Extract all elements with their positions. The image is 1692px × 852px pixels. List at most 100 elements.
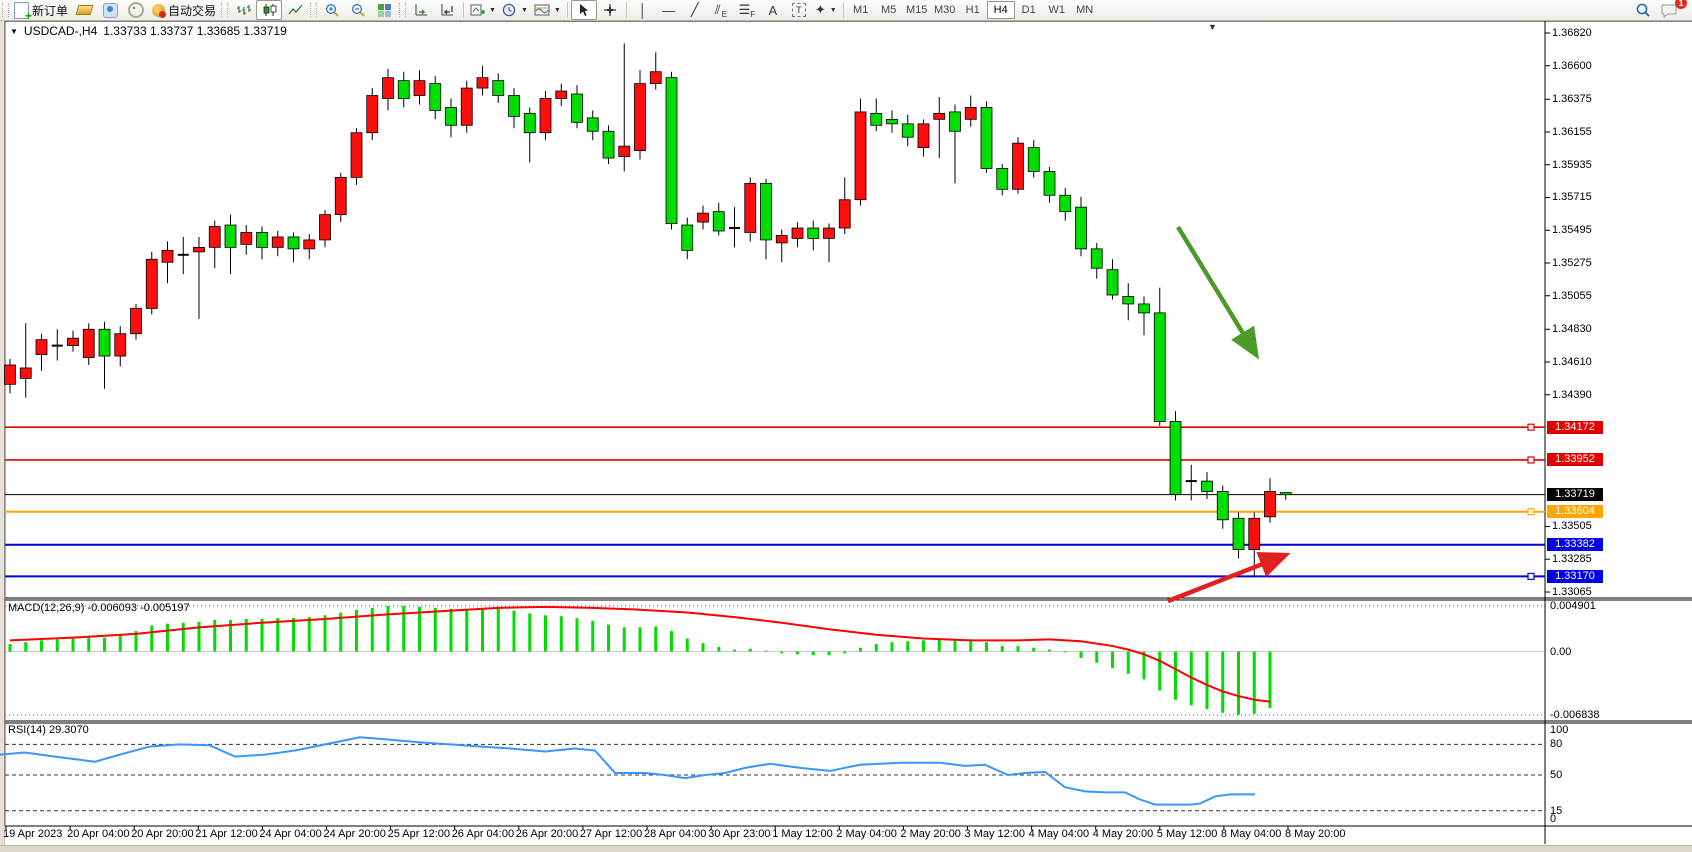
price-axis-tick: 1.35055	[1552, 289, 1592, 302]
template-button[interactable]: ▼	[531, 0, 564, 20]
time-axis-label: 4 May 04:00	[1028, 828, 1090, 840]
chart-symbol-title: USDCAD-,H4	[23, 24, 98, 38]
auto-scroll-button[interactable]	[408, 0, 434, 20]
timeframe-button-m5[interactable]: M5	[881, 4, 897, 16]
zoom-out-button[interactable]	[345, 0, 371, 20]
toolbar-grip[interactable]	[2, 3, 9, 17]
timeframe-button-m1[interactable]: M1	[853, 4, 869, 16]
auto-trading-label: 自动交易	[168, 3, 217, 18]
fibonacci-tool-button[interactable]: ☰ F	[734, 0, 760, 20]
auto-trading-button[interactable]: 自动交易	[149, 0, 219, 20]
line-chart-button[interactable]	[282, 0, 308, 20]
time-axis-label: 2 May 20:00	[900, 828, 961, 840]
price-line-label: 1.33170	[1547, 569, 1603, 583]
dropdown-caret-icon: ▼	[489, 6, 496, 14]
chart-shift-button[interactable]	[434, 0, 460, 20]
text-label-tool-button[interactable]: T	[786, 0, 812, 20]
time-axis-label: 3 May 12:00	[964, 828, 1026, 840]
time-axis-label: 26 Apr 04:00	[451, 828, 515, 840]
price-axis-tick: 1.35935	[1552, 158, 1592, 171]
signal-icon	[128, 2, 145, 18]
new-order-label: 新订单	[32, 3, 69, 18]
time-axis-label: 26 Apr 20:00	[515, 828, 579, 840]
rsi-axis-tick: 100	[1550, 724, 1569, 736]
gold-ingot-icon	[74, 5, 94, 15]
price-axis-tick: 1.35495	[1552, 224, 1592, 237]
time-axis-label: 19 Apr 2023	[3, 828, 63, 840]
price-chart-canvas[interactable]	[0, 21, 1692, 851]
price-line-label: 1.33719	[1547, 488, 1603, 502]
crosshair-icon	[603, 4, 616, 16]
search-button[interactable]	[1630, 0, 1656, 20]
crosshair-tool-button[interactable]	[597, 0, 623, 20]
window-bottom-strip	[0, 845, 1692, 852]
chart-ohlc-values: 1.33733 1.33737 1.33685 1.33719	[103, 24, 287, 38]
price-axis-tick: 1.33505	[1552, 520, 1592, 533]
zoom-out-icon	[351, 3, 365, 17]
time-axis-label: 30 Apr 23:00	[708, 828, 771, 840]
timeframe-button-m15[interactable]: M15	[905, 4, 928, 16]
horizontal-line-tool-button[interactable]: —	[656, 0, 682, 20]
macd-axis-tick: 0.004901	[1550, 599, 1596, 612]
bar-chart-button[interactable]	[230, 0, 256, 20]
rsi-axis-tick: 0	[1550, 813, 1557, 825]
cursor-icon	[580, 4, 589, 16]
fibonacci-icon: ☰	[738, 2, 751, 17]
vertical-line-icon: │	[638, 2, 647, 18]
timeframe-button-mn[interactable]: MN	[1076, 4, 1094, 16]
timeframe-button-d1[interactable]: D1	[1021, 4, 1036, 16]
rsi-axis-tick: 80	[1550, 738, 1563, 751]
price-axis-tick: 1.33285	[1552, 553, 1592, 566]
timeframe-button-h4[interactable]: H4	[986, 1, 1015, 19]
equidistant-channel-tool-button[interactable]: ⫽ E	[708, 0, 734, 20]
price-line-label: 1.33382	[1547, 538, 1603, 552]
vertical-line-tool-button[interactable]: │	[630, 0, 656, 20]
rsi-axis-tick: 15	[1550, 804, 1563, 817]
cursor-tool-button[interactable]	[570, 0, 597, 20]
price-axis-tick: 1.36820	[1552, 27, 1592, 39]
profile-button[interactable]	[97, 0, 123, 20]
price-axis-tick: 1.34390	[1552, 388, 1592, 401]
rsi-axis-tick: 50	[1550, 769, 1563, 781]
chart-shift-marker-icon[interactable]: ▼	[1208, 22, 1217, 32]
add-indicator-button[interactable]: ▼	[467, 0, 499, 20]
timeframe-button-h1[interactable]: H1	[965, 4, 980, 16]
time-axis-label: 27 Apr 12:00	[579, 828, 643, 840]
time-axis-label: 21 Apr 12:00	[195, 828, 258, 840]
toolbar-grip[interactable]	[221, 3, 229, 17]
new-order-icon	[14, 1, 32, 23]
period-button[interactable]: ▼	[499, 0, 531, 20]
chart-title: ▼ USDCAD-,H4 1.33733 1.33737 1.33685 1.3…	[10, 24, 287, 38]
tile-windows-button[interactable]	[371, 0, 397, 20]
chart-window: ▼ USDCAD-,H4 1.33733 1.33737 1.33685 1.3…	[0, 21, 1692, 852]
notifications-button[interactable]: 1	[1656, 0, 1687, 20]
time-axis-label: 20 Apr 20:00	[131, 828, 194, 840]
timeframe-button-m30[interactable]: M30	[933, 4, 956, 16]
zoom-in-button[interactable]	[319, 0, 345, 20]
chart-title-caret-icon[interactable]: ▼	[10, 26, 18, 36]
time-axis-label: 1 May 12:00	[772, 828, 833, 840]
price-line-label: 1.34172	[1547, 420, 1603, 434]
arrows-icon: ✦	[814, 2, 826, 17]
bar-chart-icon	[236, 5, 251, 15]
trendline-tool-button[interactable]: ╱	[682, 0, 708, 20]
candlestick-chart-button[interactable]	[256, 0, 283, 20]
toolbar-grip[interactable]	[310, 3, 318, 17]
profile-icon	[102, 2, 118, 18]
time-axis-label: 4 May 20:00	[1092, 828, 1154, 840]
time-axis-label: 25 Apr 12:00	[387, 828, 450, 840]
macd-axis-tick: -0.006838	[1550, 708, 1600, 721]
zoom-in-icon	[325, 3, 339, 17]
toolbar-grip[interactable]	[399, 3, 407, 17]
auto-trading-icon	[152, 3, 167, 18]
clock-icon	[502, 3, 516, 16]
market-watch-button[interactable]	[71, 0, 97, 20]
timeframe-button-w1[interactable]: W1	[1048, 4, 1065, 16]
new-order-button[interactable]: 新订单	[11, 0, 71, 23]
text-tool-button[interactable]: A	[760, 0, 786, 20]
time-axis-label: 28 Apr 04:00	[644, 828, 707, 840]
macd-indicator-label: MACD(12,26,9) -0.006093 -0.005197	[8, 602, 190, 614]
signals-button[interactable]	[123, 0, 149, 20]
arrows-tool-button[interactable]: ✦ ▼	[812, 0, 840, 20]
rsi-indicator-label: RSI(14) 29.3070	[8, 724, 89, 736]
